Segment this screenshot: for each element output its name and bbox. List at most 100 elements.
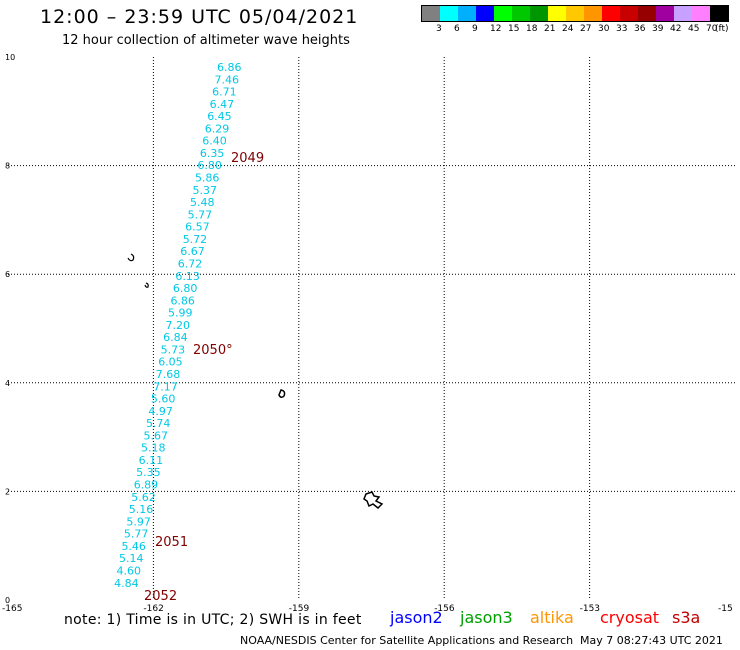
legend-swatch	[458, 6, 476, 21]
legend-swatch	[512, 6, 530, 21]
x-tick-label: -153	[580, 604, 600, 614]
legend-swatch	[692, 6, 710, 21]
legend-unit: (ft)	[715, 24, 729, 34]
satellite-name: cryosat	[600, 608, 660, 627]
x-tick-label: -165	[2, 604, 22, 614]
y-tick-label: 2	[5, 487, 10, 496]
axis-labels: -165 -162 -159 -156 -153 -15 0 2 4 6 8 10	[2, 53, 733, 614]
legend-swatch	[494, 6, 512, 21]
pass-time-label: 2052	[144, 589, 177, 604]
legend-label: 33	[616, 24, 628, 34]
wave-height-labels: 6.867.466.716.476.456.296.406.356.805.86…	[114, 61, 241, 590]
legend-swatch	[548, 6, 566, 21]
wave-height-label: 5.97	[126, 515, 151, 528]
wave-height-label: 7.17	[153, 380, 178, 393]
legend-swatch	[422, 6, 440, 21]
color-legend: 3 6 9 12 15 18 21 24 27 30 33 36 39 42 45 70 (ft)	[421, 5, 737, 37]
pass-time-label: 2049	[231, 151, 264, 166]
island-outline	[278, 389, 286, 399]
y-tick-label: 0	[5, 596, 10, 605]
wave-height-label: 5.16	[129, 503, 154, 516]
wave-height-label: 6.40	[202, 135, 227, 148]
island-outline	[127, 253, 135, 262]
x-tick-label: -162	[143, 604, 163, 614]
y-tick-label: 8	[5, 162, 10, 171]
wave-height-label: 6.80	[197, 159, 222, 172]
legend-label: 27	[580, 24, 592, 34]
y-tick-label: 6	[5, 270, 10, 279]
legend-swatch	[638, 6, 656, 21]
island-outlines	[127, 253, 384, 510]
legend-label: 3	[436, 24, 442, 34]
wave-height-label: 6.67	[180, 245, 205, 258]
legend-label: 36	[634, 24, 646, 34]
x-tick-label: -159	[289, 604, 310, 614]
y-tick-label: 10	[5, 53, 15, 62]
legend-swatch	[710, 6, 728, 21]
wave-height-label: 5.86	[195, 172, 220, 185]
wave-height-label: 5.60	[151, 393, 176, 406]
legend-label: 70	[706, 24, 718, 34]
wave-height-label: 4.60	[117, 564, 142, 577]
legend-label: 24	[562, 24, 574, 34]
wave-height-label: 6.13	[175, 270, 200, 283]
wave-height-label: 5.77	[188, 208, 213, 221]
wave-height-label: 7.68	[156, 368, 181, 381]
legend-label: 45	[688, 24, 700, 34]
wave-height-label: 6.29	[205, 122, 230, 135]
wave-height-label: 5.14	[119, 552, 144, 565]
generated-timestamp: May 7 08:27:43 UTC 2021	[580, 634, 723, 647]
island-outline	[363, 491, 384, 510]
wave-height-label: 5.74	[146, 417, 171, 430]
wave-height-label: 5.46	[121, 540, 146, 553]
wave-height-label: 5.73	[161, 343, 186, 356]
wave-height-label: 6.45	[207, 110, 232, 123]
wave-height-label: 5.18	[141, 442, 166, 455]
wave-height-label: 5.48	[190, 196, 215, 209]
credit-text: NOAA/NESDIS Center for Satellite Applica…	[240, 634, 574, 647]
wave-height-label: 5.77	[124, 528, 148, 541]
wave-height-label: 6.80	[173, 282, 198, 295]
legend-color-bar	[421, 5, 729, 22]
wave-height-label: 6.86	[170, 294, 195, 307]
wave-height-label: 6.84	[163, 331, 188, 344]
footer-note: note: 1) Time is in UTC; 2) SWH is in fe…	[64, 612, 362, 628]
wave-height-label: 5.67	[144, 429, 169, 442]
island-outline	[144, 282, 149, 288]
legend-label: 18	[526, 24, 538, 34]
legend-swatch	[584, 6, 602, 21]
wave-height-label: 4.84	[114, 577, 139, 590]
satellite-name: jason3	[460, 608, 513, 627]
wave-height-label: 5.72	[183, 233, 208, 246]
legend-label: 21	[544, 24, 556, 34]
legend-swatch	[566, 6, 584, 21]
pass-time-label: 2050°	[193, 343, 233, 358]
legend-swatch	[602, 6, 620, 21]
legend-swatch	[620, 6, 638, 21]
legend-swatch	[656, 6, 674, 21]
page-title: 12:00 – 23:59 UTC 05/04/2021	[40, 6, 359, 28]
wave-height-label: 6.72	[178, 257, 203, 270]
legend-label: 15	[508, 24, 520, 34]
wave-height-label: 6.47	[210, 98, 235, 111]
legend-label: 30	[598, 24, 610, 34]
satellite-name: jason2	[390, 608, 443, 627]
legend-swatch	[440, 6, 458, 21]
legend-labels: 3 6 9 12 15 18 21 24 27 30 33 36 39 42 45 70 (ft)	[421, 22, 737, 36]
wave-height-label: 6.89	[134, 479, 159, 492]
legend-label: 12	[490, 24, 502, 34]
pass-time-labels: 2049 2050° 2051 2052	[144, 151, 264, 604]
x-tick-label: -15	[718, 604, 733, 614]
legend-label: 39	[652, 24, 664, 34]
wave-height-label: 5.37	[193, 184, 218, 197]
x-tick-label: -156	[434, 604, 455, 614]
wave-height-label: 5.35	[136, 466, 161, 479]
legend-label: 42	[670, 24, 682, 34]
wave-height-label: 6.35	[200, 147, 225, 160]
legend-label: 9	[472, 24, 478, 34]
legend-swatch	[476, 6, 494, 21]
wave-height-label: 5.62	[131, 491, 156, 504]
legend-label: 6	[454, 24, 460, 34]
wave-height-label: 5.99	[168, 307, 193, 320]
